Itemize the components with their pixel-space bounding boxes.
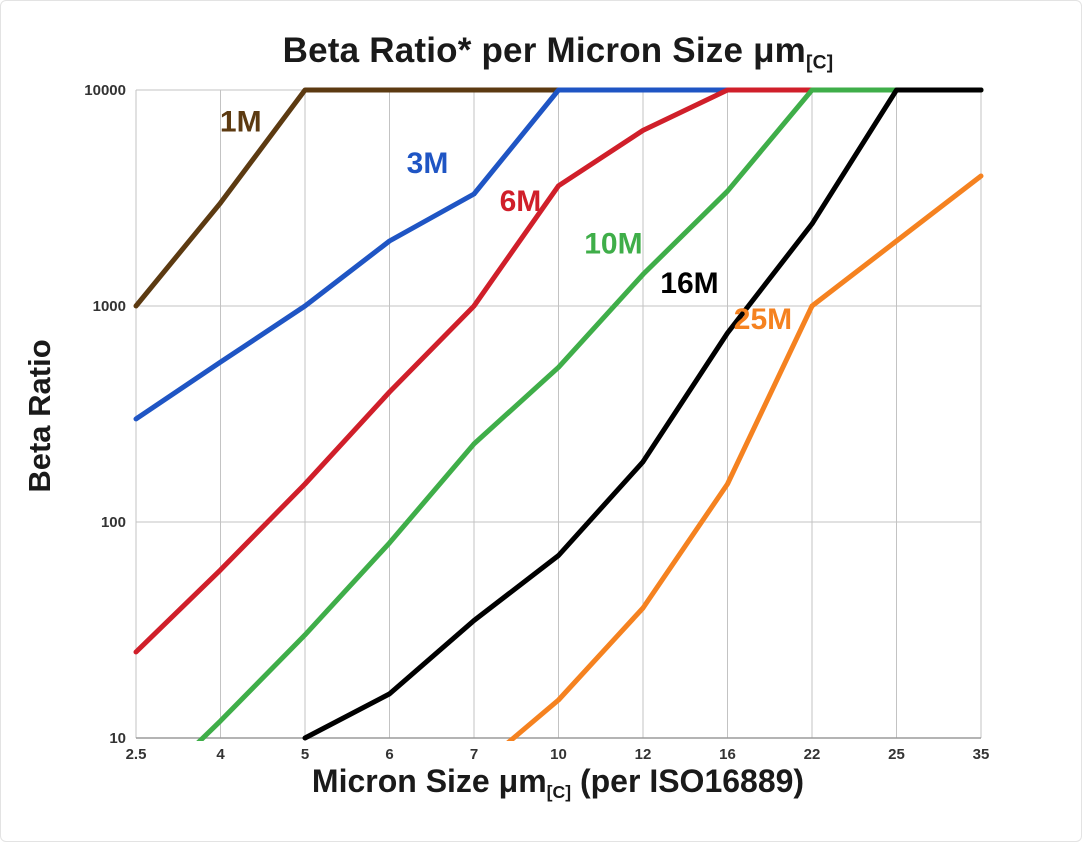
series-line-10m: [196, 87, 984, 741]
series-label-16m: 16M: [660, 267, 718, 300]
series-line-16m: [302, 87, 984, 741]
series-label-3m: 3M: [407, 147, 449, 180]
x-tick-label: 16: [719, 746, 736, 763]
series-label-6m: 6M: [500, 185, 542, 218]
x-tick-label: 35: [973, 746, 990, 763]
x-axis-label-subscript: [C]: [546, 782, 572, 803]
x-tick-label: 2.5: [126, 746, 147, 763]
x-tick-label: 7: [470, 746, 478, 763]
series-label-1m: 1M: [220, 105, 262, 138]
x-tick-label: 25: [888, 746, 905, 763]
x-tick-label: 5: [301, 746, 309, 763]
x-axis-label-text: Micron Size μm: [311, 763, 547, 799]
y-tick-label: 10000: [84, 82, 126, 99]
x-axis-label: Micron Size μm[C] (per ISO16889): [97, 763, 1019, 803]
chart-title: Beta Ratio* per Micron Size μm[C]: [97, 31, 1019, 75]
series-line-25m: [506, 173, 984, 741]
x-tick-label: 10: [550, 746, 567, 763]
y-tick-label: 10: [109, 730, 126, 747]
y-tick-label: 100: [101, 514, 126, 531]
chart-title-subscript: [C]: [806, 52, 834, 74]
x-tick-label: 4: [216, 746, 225, 763]
series-label-10m: 10M: [584, 228, 642, 261]
x-axis-label-suffix: (per ISO16889): [571, 763, 805, 799]
chart-title-text: Beta Ratio* per Micron Size μm: [282, 31, 807, 70]
y-tick-label: 1000: [93, 298, 126, 315]
y-axis-label: Beta Ratio: [22, 339, 57, 493]
series-label-25m: 25M: [734, 303, 792, 336]
x-tick-label: 22: [804, 746, 821, 763]
x-tick-label: 6: [385, 746, 393, 763]
x-tick-label: 12: [635, 746, 652, 763]
